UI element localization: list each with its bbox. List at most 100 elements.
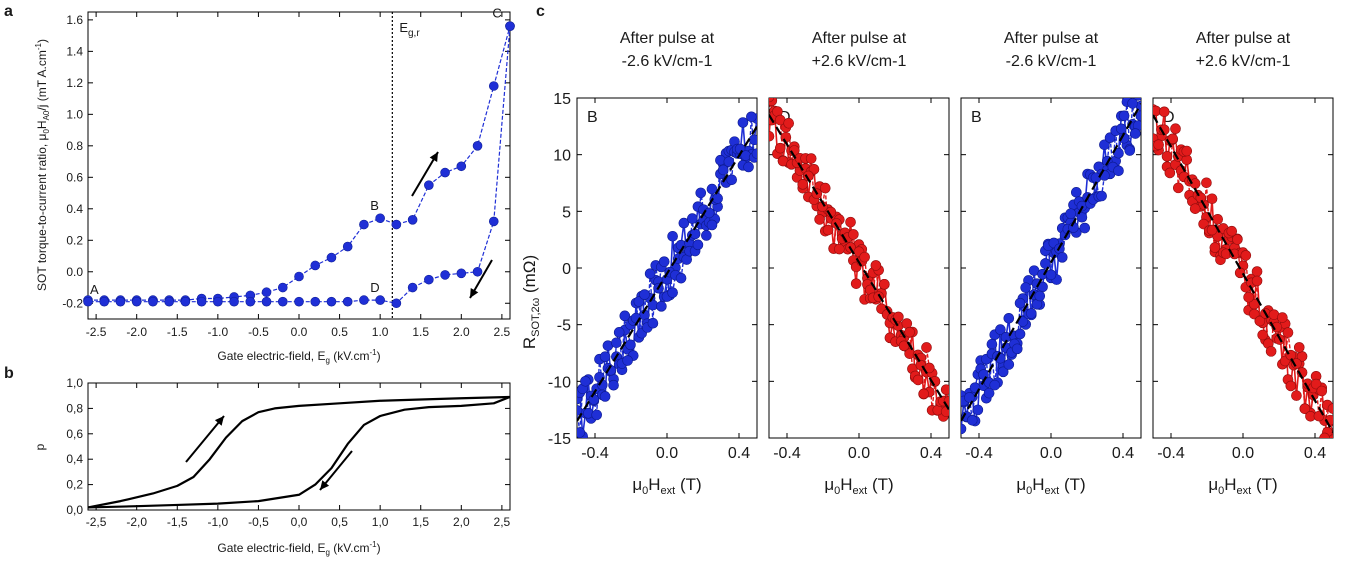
c-ytick-label: 5 <box>562 204 571 221</box>
c-data-point <box>1299 403 1311 415</box>
c-data-point <box>1124 145 1136 156</box>
c-data-point <box>822 224 834 236</box>
a-data-point <box>456 161 467 172</box>
a-data-point <box>326 296 337 307</box>
c-subplot-x-label: μ0Hext (T) <box>1208 475 1277 497</box>
a-ytick-label: 0.4 <box>66 202 83 216</box>
a-data-point <box>375 295 385 305</box>
c-data-point <box>1282 327 1294 338</box>
a-data-point <box>407 282 418 293</box>
c-data-point <box>599 391 611 402</box>
c-ytick-label: -5 <box>557 318 571 335</box>
c-data-point <box>1020 282 1031 293</box>
c-data-point <box>1291 358 1302 369</box>
a-arrow-down-head <box>470 288 479 298</box>
a-point-label-A: A <box>90 282 99 297</box>
c-data-point <box>1206 193 1218 205</box>
b-ytick-label: 1,0 <box>66 376 83 390</box>
a-point-label-B: B <box>370 198 379 213</box>
a-data-point <box>391 298 402 309</box>
a-data-point <box>277 282 288 293</box>
b-xtick-label: -1,0 <box>208 515 229 529</box>
c-subplot-title-line2: +2.6 kV/cm-1 <box>1196 53 1291 70</box>
a-ytick-label: 1.2 <box>66 76 83 90</box>
c-data-point <box>619 310 631 322</box>
a-data-point <box>326 252 337 263</box>
a-data-point <box>180 296 191 307</box>
c-data-point <box>904 326 915 338</box>
c-subplot-4: After pulse at +2.6 kV/cm-1 -0.4 0.0 0.4 Dμ0H… <box>1152 30 1334 497</box>
c-data-point <box>687 213 698 224</box>
c-subplot-2: After pulse at+2.6 kV/cm-1-0.40.00.4Dμ0H… <box>768 30 950 497</box>
c-data-point <box>1133 98 1141 101</box>
c-ytick-label: -10 <box>548 374 571 391</box>
c-data-point <box>622 355 633 366</box>
a-data-point <box>472 266 483 277</box>
panel-b-x-label: Gate electric-field, Eg (kV.cm-1) <box>217 540 380 557</box>
c-data-point <box>1310 378 1322 390</box>
panel-a-letter: a <box>4 3 13 20</box>
c-data-point <box>706 219 718 231</box>
a-ytick-label: 1.0 <box>66 107 83 121</box>
c-subplot-tag: B <box>971 109 982 126</box>
c-data-point <box>1226 225 1238 237</box>
c-data-point <box>717 164 729 176</box>
c-data-point <box>848 229 859 240</box>
a-data-point <box>213 296 223 307</box>
b-arrow-down-head <box>320 480 330 490</box>
c-data-point <box>769 98 775 103</box>
c-data-point <box>1153 139 1164 151</box>
c-data-point <box>912 374 924 386</box>
c-data-point <box>1034 290 1046 302</box>
c-data-point <box>1170 123 1181 135</box>
c-fit-line <box>961 103 1141 422</box>
c-data-point <box>743 161 754 173</box>
c-data-point <box>1212 214 1223 225</box>
c-subplot-tag: D <box>1163 109 1175 126</box>
c-data-point <box>961 423 967 435</box>
c-data-point <box>978 369 989 380</box>
c-xtick-label: 0.4 <box>1112 445 1134 462</box>
panel-c-y-ticks: -15 -10 -5 0 5 10 15 <box>548 91 571 448</box>
b-ytick-label: 0,8 <box>66 401 83 415</box>
a-data-point <box>277 296 288 307</box>
b-xtick-label: 0,5 <box>331 515 348 529</box>
c-data-point <box>845 216 856 228</box>
a-ytick-label: 0.8 <box>66 139 83 153</box>
b-series-line-0 <box>87 395 511 509</box>
c-data-point <box>580 375 591 387</box>
a-data-point <box>440 167 450 178</box>
c-data-point <box>1014 328 1026 340</box>
a-data-point <box>407 215 418 225</box>
c-data-point <box>1277 312 1288 323</box>
c-data-point <box>1040 258 1051 269</box>
a-data-point <box>472 141 483 151</box>
c-data-point <box>667 230 678 242</box>
a-ytick-label: 0.2 <box>66 233 83 247</box>
c-subplot-title-line1: After pulse at <box>620 30 715 47</box>
a-data-point <box>83 296 93 307</box>
c-subplot-title-line1: After pulse at <box>1004 30 1099 47</box>
c-subplot-x-label: μ0Hext (T) <box>632 475 701 497</box>
c-data-point <box>1232 234 1243 245</box>
c-data-point <box>608 379 619 391</box>
c-data-point <box>1173 182 1184 194</box>
c-subplot-title-line1: After pulse at <box>812 30 907 47</box>
a-data-point <box>391 219 402 230</box>
c-data-point <box>1167 133 1178 145</box>
c-data-point <box>591 409 602 421</box>
a-data-point <box>245 296 256 307</box>
c-subplot-plot <box>961 98 1141 435</box>
panel-a-x-label: Gate electric-field, Eg (kV.cm-1) <box>217 348 380 365</box>
c-xtick-label: 0.4 <box>1304 445 1326 462</box>
c-fit-line <box>1153 114 1333 433</box>
a-data-point <box>261 296 272 307</box>
panel-b-y-ticks: 0,0 0,2 0,4 0,6 0,8 1,0 <box>66 376 510 517</box>
panel-c-y-label: RSOT,2ω (mΩ) <box>520 255 542 349</box>
a-xtick-label: -2.5 <box>86 325 107 339</box>
c-data-point <box>746 111 757 123</box>
a-data-point <box>505 21 515 31</box>
a-data-point <box>310 296 321 307</box>
c-data-point <box>1096 190 1107 202</box>
c-data-point <box>859 251 870 263</box>
